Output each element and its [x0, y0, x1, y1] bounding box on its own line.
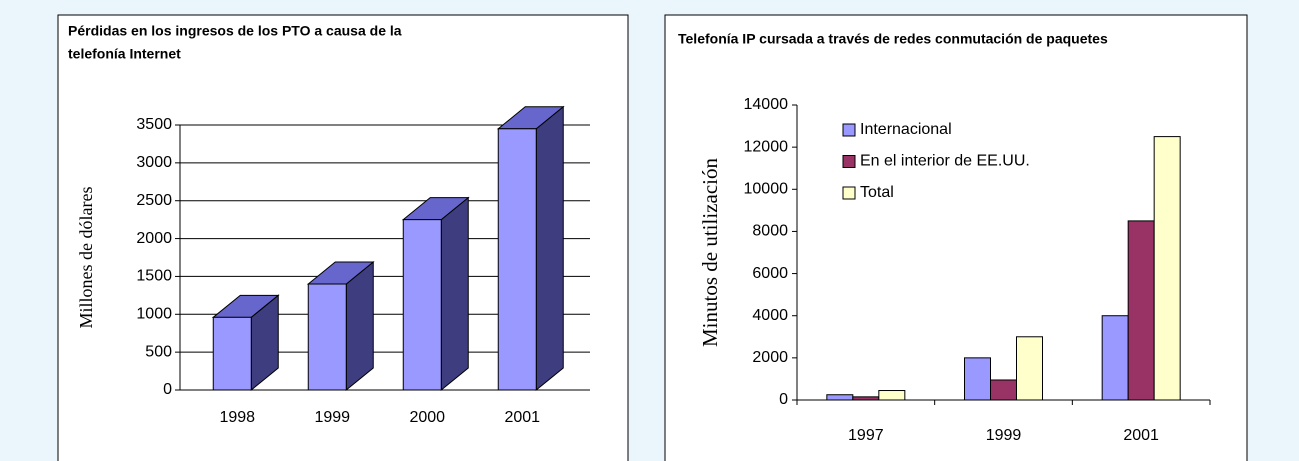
chart-title: telefonía Internet [68, 46, 181, 62]
y-axis-label: Minutos de utilización [698, 158, 722, 347]
y-tick-label: 2000 [136, 230, 172, 247]
y-tick-label: 10000 [744, 181, 789, 198]
legend-label: En el interior de EE.UU. [860, 153, 1030, 170]
x-tick-label: 1999 [314, 409, 350, 426]
bar [852, 396, 880, 401]
y-tick-label: 4000 [752, 307, 788, 324]
bar [1016, 336, 1043, 401]
bar [307, 283, 347, 391]
bar [964, 357, 991, 401]
y-tick-label: 1500 [136, 268, 172, 285]
bar [990, 379, 1017, 401]
bar-side [535, 105, 564, 392]
y-tick-label: 12000 [744, 138, 789, 155]
x-tick-label: 1999 [986, 427, 1022, 444]
bar [212, 316, 252, 391]
y-tick-label: 6000 [752, 265, 788, 282]
chart-frame [57, 14, 629, 461]
x-tick-label: 1997 [848, 427, 884, 444]
bar [826, 394, 854, 401]
legend-swatch [842, 186, 856, 200]
chart-title: Telefonía IP cursada a través de redes c… [678, 31, 1108, 47]
y-tick-label: 8000 [752, 223, 788, 240]
bar [1101, 315, 1129, 401]
y-tick-label: 2500 [136, 192, 172, 209]
y-axis-label: Millones de dólares [76, 187, 96, 329]
y-tick-label: 0 [779, 391, 788, 408]
bar [402, 219, 442, 391]
y-tick-label: 0 [163, 381, 172, 398]
bar-side [440, 196, 469, 392]
legend-swatch [842, 155, 856, 168]
x-tick-label: 2000 [409, 409, 445, 426]
y-tick-label: 3500 [136, 116, 172, 133]
bar [1153, 136, 1181, 401]
bar [878, 390, 906, 401]
legend-swatch [842, 123, 856, 137]
bar [497, 128, 537, 391]
x-tick-label: 2001 [1123, 427, 1159, 444]
x-tick-label: 2001 [504, 409, 540, 426]
y-tick-label: 500 [145, 343, 172, 360]
y-tick-label: 14000 [744, 96, 789, 113]
chart-frame [664, 14, 1248, 461]
bar [1127, 220, 1155, 401]
legend-label: Total [860, 184, 894, 201]
chart-title: Pérdidas en los ingresos de los PTO a ca… [68, 23, 402, 39]
x-tick-label: 1998 [219, 409, 255, 426]
y-tick-label: 1000 [136, 306, 172, 323]
y-tick-label: 3000 [136, 154, 172, 171]
legend-label: Internacional [860, 121, 952, 138]
y-tick-label: 2000 [752, 349, 788, 366]
